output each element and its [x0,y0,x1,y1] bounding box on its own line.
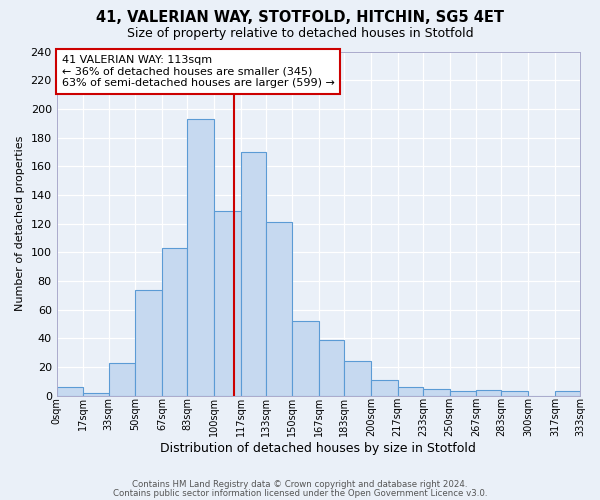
Text: Contains HM Land Registry data © Crown copyright and database right 2024.: Contains HM Land Registry data © Crown c… [132,480,468,489]
Bar [187,119,214,396]
Bar [502,392,528,396]
Bar [109,362,135,396]
Bar [56,387,83,396]
Text: 41 VALERIAN WAY: 113sqm
← 36% of detached houses are smaller (345)
63% of semi-d: 41 VALERIAN WAY: 113sqm ← 36% of detache… [62,55,335,88]
Bar [319,340,344,396]
Bar [449,392,476,396]
Bar [555,392,580,396]
Text: 41, VALERIAN WAY, STOTFOLD, HITCHIN, SG5 4ET: 41, VALERIAN WAY, STOTFOLD, HITCHIN, SG5… [96,10,504,25]
Bar [135,290,162,396]
Bar [476,390,502,396]
Text: Contains public sector information licensed under the Open Government Licence v3: Contains public sector information licen… [113,488,487,498]
Bar [266,222,292,396]
Bar [344,362,371,396]
Bar [162,248,187,396]
Text: Size of property relative to detached houses in Stotfold: Size of property relative to detached ho… [127,28,473,40]
Bar [423,388,449,396]
Bar [241,152,266,396]
Y-axis label: Number of detached properties: Number of detached properties [15,136,25,312]
X-axis label: Distribution of detached houses by size in Stotfold: Distribution of detached houses by size … [160,442,476,455]
Bar [214,210,241,396]
Bar [292,321,319,396]
Bar [371,380,398,396]
Bar [398,387,423,396]
Bar [83,393,109,396]
